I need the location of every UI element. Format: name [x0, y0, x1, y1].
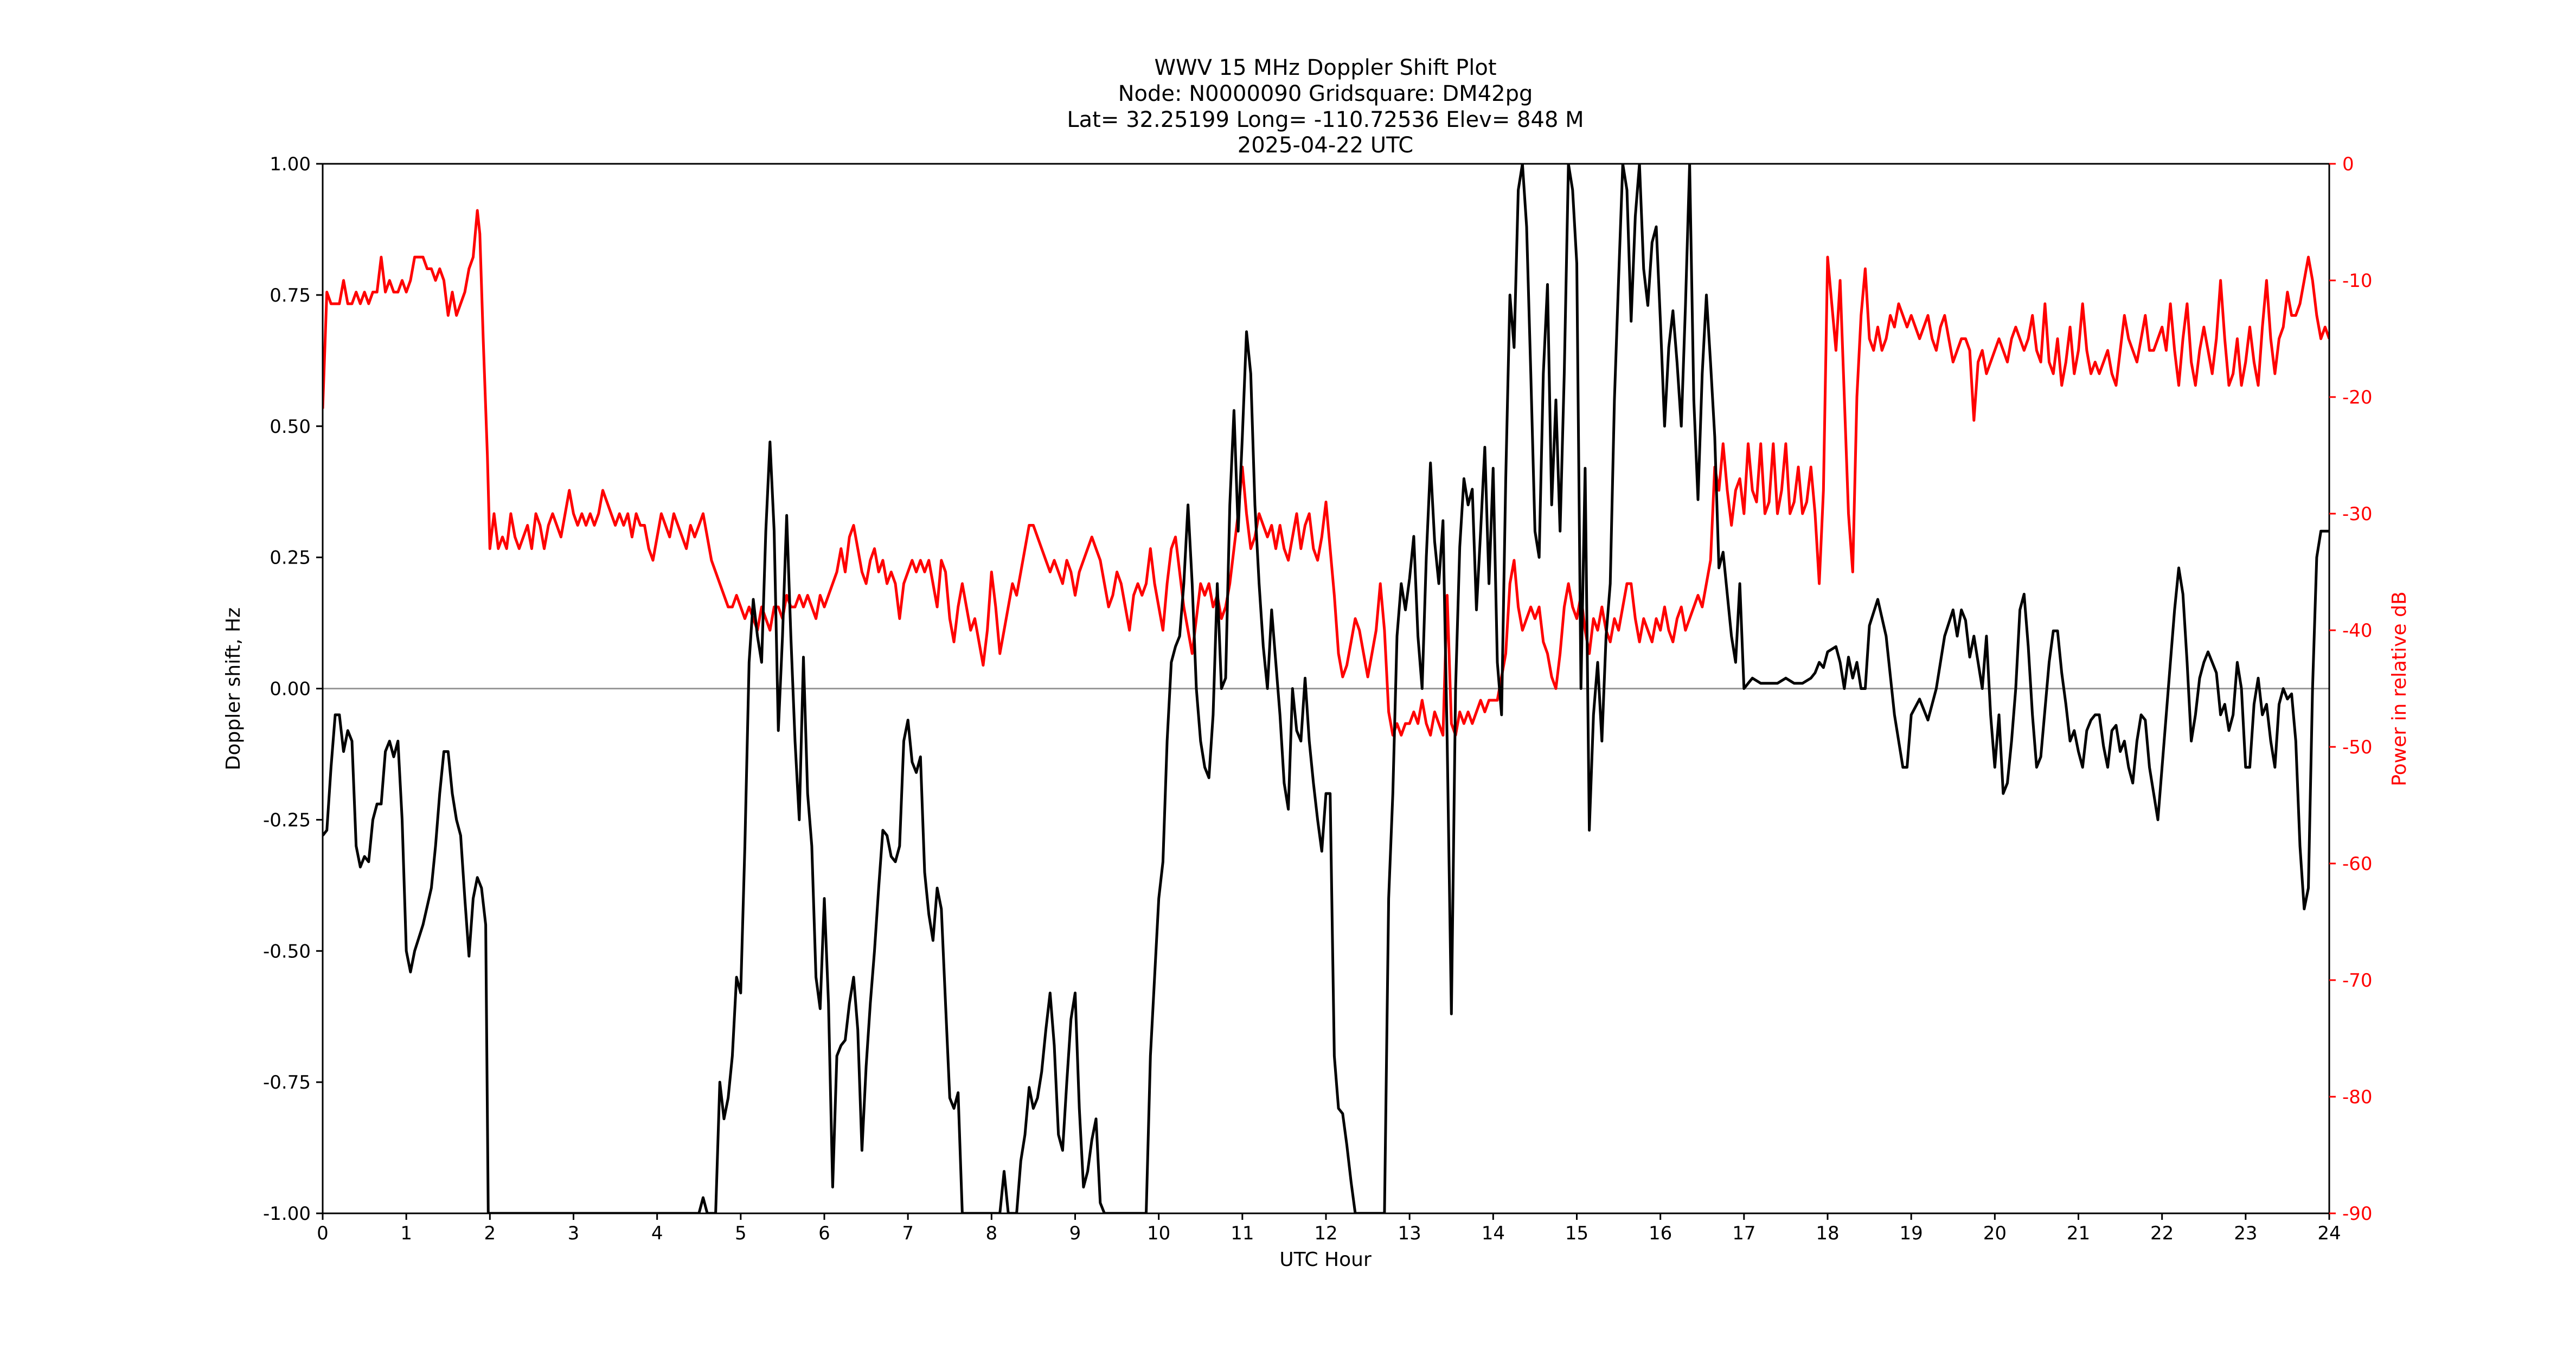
x-tick-label: 2 — [484, 1223, 496, 1244]
right-tick-label: -90 — [2342, 1203, 2373, 1225]
x-axis-label: UTC Hour — [1279, 1249, 1372, 1271]
x-tick-label: 18 — [1816, 1223, 1839, 1244]
x-tick-label: 13 — [1398, 1223, 1421, 1244]
right-tick-label: -30 — [2342, 503, 2373, 525]
right-tick-label: -20 — [2342, 387, 2373, 408]
x-tick-label: 1 — [400, 1223, 412, 1244]
left-tick-label: -0.25 — [263, 809, 311, 831]
left-tick-label: -0.75 — [263, 1072, 311, 1093]
left-tick-label: 1.00 — [270, 153, 311, 175]
left-tick-label: 0.50 — [270, 416, 311, 438]
left-axis-label: Doppler shift, Hz — [222, 607, 245, 770]
right-tick-label: -60 — [2342, 853, 2373, 875]
x-tick-label: 7 — [902, 1223, 914, 1244]
x-tick-label: 11 — [1231, 1223, 1254, 1244]
title-line-1: WWV 15 MHz Doppler Shift Plot — [1154, 55, 1496, 80]
left-tick-label: -0.50 — [263, 941, 311, 962]
x-tick-label: 3 — [568, 1223, 580, 1244]
doppler-series-line — [323, 164, 2329, 1213]
x-tick-label: 17 — [1732, 1223, 1755, 1244]
right-tick-label: -50 — [2342, 737, 2373, 758]
left-axis-ticks: 1.00 0.75 0.50 0.25 0.00 -0.25 -0.50 -0.75 -1.00 — [263, 153, 323, 1225]
x-tick-label: 24 — [2317, 1223, 2341, 1244]
x-tick-label: 0 — [317, 1223, 329, 1244]
title-line-4: 2025-04-22 UTC — [1238, 133, 1413, 158]
right-tick-label: -40 — [2342, 620, 2373, 642]
x-tick-label: 16 — [1649, 1223, 1672, 1244]
left-tick-label: 0.75 — [270, 285, 311, 306]
x-tick-label: 4 — [651, 1223, 663, 1244]
right-axis-ticks: 0 -10 -20 -30 -40 -50 -60 -70 -80 -90 — [2329, 153, 2373, 1225]
chart-title: WWV 15 MHz Doppler Shift Plot Node: N000… — [1067, 55, 1584, 158]
x-tick-label: 19 — [1900, 1223, 1923, 1244]
x-tick-label: 21 — [2067, 1223, 2090, 1244]
left-tick-label: 0.00 — [270, 679, 311, 700]
x-tick-label: 14 — [1482, 1223, 1505, 1244]
x-tick-label: 20 — [1983, 1223, 2007, 1244]
power-series-line — [323, 209, 2329, 737]
left-tick-label: -1.00 — [263, 1203, 311, 1225]
x-tick-label: 5 — [735, 1223, 747, 1244]
x-tick-label: 10 — [1147, 1223, 1170, 1244]
x-tick-label: 9 — [1069, 1223, 1081, 1244]
x-tick-label: 12 — [1314, 1223, 1337, 1244]
title-line-3: Lat= 32.25199 Long= -110.72536 Elev= 848… — [1067, 107, 1584, 132]
right-tick-label: -80 — [2342, 1086, 2373, 1108]
x-tick-label: 22 — [2150, 1223, 2174, 1244]
x-tick-label: 6 — [818, 1223, 830, 1244]
left-tick-label: 0.25 — [270, 547, 311, 569]
right-axis-label: Power in relative dB — [2388, 591, 2411, 786]
x-tick-label: 23 — [2234, 1223, 2257, 1244]
x-tick-label: 15 — [1565, 1223, 1588, 1244]
right-tick-label: -10 — [2342, 270, 2373, 292]
x-tick-label: 8 — [986, 1223, 998, 1244]
x-axis-ticks: 0 1 2 3 4 5 6 7 8 9 10 11 12 13 14 15 16 17 18 19 20 21 22 23 24 — [317, 1213, 2341, 1244]
right-tick-label: -70 — [2342, 970, 2373, 992]
title-line-2: Node: N0000090 Gridsquare: DM42pg — [1118, 81, 1533, 106]
series-layer — [323, 164, 2329, 1213]
right-tick-label: 0 — [2342, 153, 2354, 175]
